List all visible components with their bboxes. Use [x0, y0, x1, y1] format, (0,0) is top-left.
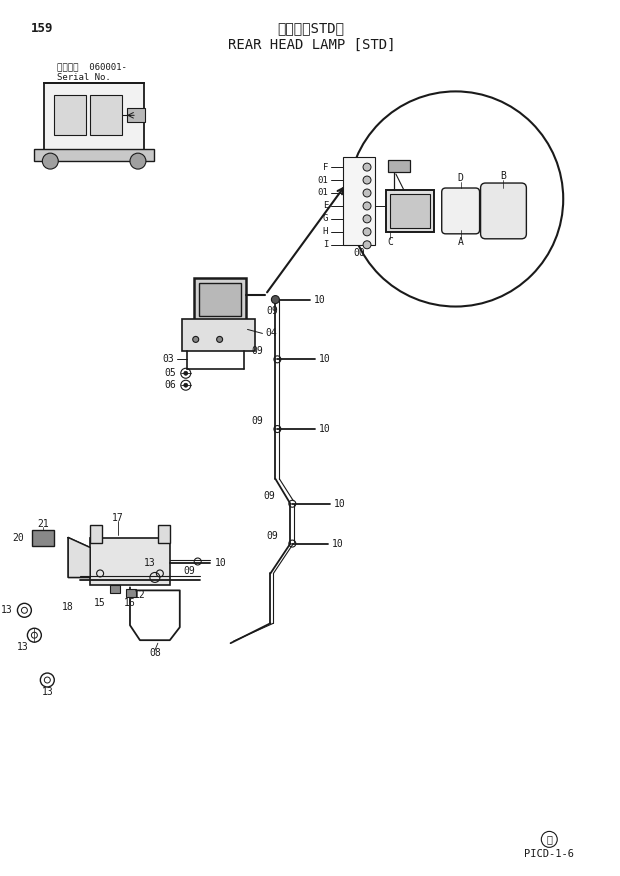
Bar [110, 585, 120, 593]
Text: 09: 09 [267, 306, 278, 315]
Text: 13: 13 [1, 605, 12, 615]
Circle shape [363, 202, 371, 210]
Circle shape [363, 189, 371, 197]
Bar [90, 525, 102, 542]
Text: 09: 09 [264, 491, 275, 501]
Circle shape [363, 241, 371, 249]
Circle shape [184, 371, 188, 375]
Text: 適用号機  060001-: 適用号機 060001- [57, 62, 127, 72]
Text: 01: 01 [317, 175, 328, 185]
FancyBboxPatch shape [441, 188, 479, 234]
Bar [388, 160, 410, 172]
Circle shape [363, 228, 371, 236]
Text: 09: 09 [252, 416, 264, 426]
Text: H: H [323, 228, 328, 237]
Text: 13: 13 [144, 559, 156, 569]
Text: 08: 08 [149, 648, 161, 658]
Text: REAR HEAD LAMP [STD]: REAR HEAD LAMP [STD] [228, 38, 395, 52]
Bar [90, 538, 170, 585]
Text: 10: 10 [319, 354, 331, 364]
Text: D: D [458, 173, 464, 183]
Circle shape [193, 336, 198, 343]
Text: 15: 15 [94, 598, 106, 608]
Text: 06: 06 [164, 380, 176, 390]
Text: 17: 17 [112, 512, 124, 523]
Text: B: B [500, 171, 507, 181]
Text: 18: 18 [62, 603, 74, 612]
Circle shape [184, 383, 188, 387]
Text: 12: 12 [134, 590, 146, 600]
Text: 00: 00 [353, 248, 365, 258]
Text: PICD-1-6: PICD-1-6 [525, 850, 574, 859]
Circle shape [216, 336, 223, 343]
Text: 159: 159 [30, 22, 53, 35]
Text: 16: 16 [124, 598, 136, 608]
Text: 09: 09 [252, 346, 264, 357]
Text: 10: 10 [319, 424, 331, 434]
Text: 21: 21 [37, 519, 49, 528]
Circle shape [363, 176, 371, 184]
Text: 13: 13 [42, 687, 53, 697]
Bar [90, 95, 122, 135]
Text: 10: 10 [332, 539, 344, 548]
Text: 10: 10 [215, 559, 226, 569]
Bar [386, 190, 434, 232]
Circle shape [363, 163, 371, 171]
Bar [32, 530, 55, 546]
Text: 13: 13 [17, 642, 29, 652]
Bar [182, 320, 255, 351]
Text: I: I [323, 240, 328, 250]
Bar [343, 157, 375, 244]
Text: 01: 01 [317, 188, 328, 197]
Bar [126, 590, 136, 597]
Bar [390, 194, 430, 228]
Bar [34, 149, 154, 161]
Text: 09: 09 [184, 567, 196, 576]
Circle shape [272, 295, 280, 304]
Bar [193, 278, 246, 321]
Circle shape [42, 153, 58, 169]
Bar [55, 95, 86, 135]
Text: 10: 10 [314, 294, 326, 305]
Bar [158, 525, 170, 542]
Text: F: F [323, 163, 328, 172]
FancyBboxPatch shape [480, 183, 526, 239]
Text: C: C [387, 237, 393, 247]
Text: E: E [323, 201, 328, 210]
Text: 05: 05 [164, 368, 176, 378]
Polygon shape [68, 538, 90, 577]
Text: A: A [458, 237, 464, 247]
Circle shape [130, 153, 146, 169]
Text: 03: 03 [162, 354, 174, 364]
Bar [198, 283, 241, 316]
Text: Serial No.: Serial No. [57, 74, 111, 82]
Text: 09: 09 [267, 531, 278, 540]
Text: 20: 20 [12, 533, 24, 542]
Bar [45, 83, 144, 152]
Bar [127, 109, 145, 123]
Text: 10: 10 [334, 498, 346, 509]
Text: 後照灯［STD］: 後照灯［STD］ [278, 22, 345, 36]
Text: G: G [323, 215, 328, 223]
Text: 04: 04 [265, 328, 277, 338]
Circle shape [348, 91, 563, 307]
Circle shape [363, 215, 371, 223]
Text: Ⓦ: Ⓦ [546, 834, 552, 844]
